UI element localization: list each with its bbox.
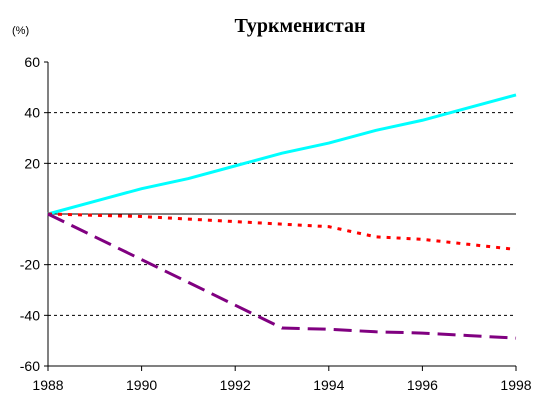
x-tick-label: 1994: [313, 377, 344, 393]
x-tick-label: 1996: [407, 377, 438, 393]
y-tick-label: 40: [24, 105, 40, 121]
x-tick-label: 1988: [32, 377, 63, 393]
x-tick-label: 1992: [220, 377, 251, 393]
y-tick-label: -40: [20, 307, 40, 323]
y-axis-label: (%): [12, 25, 29, 37]
y-tick-label: 60: [24, 54, 40, 70]
y-tick-label: -60: [20, 358, 40, 374]
series-line: [47, 212, 517, 340]
series-line: [47, 93, 517, 216]
x-tick-label: 1998: [500, 377, 531, 393]
series-line: [47, 212, 517, 251]
y-tick-label: -20: [20, 257, 40, 273]
y-tick-label: 20: [24, 155, 40, 171]
chart-title: Туркменистан: [234, 15, 365, 37]
x-tick-label: 1990: [126, 377, 157, 393]
